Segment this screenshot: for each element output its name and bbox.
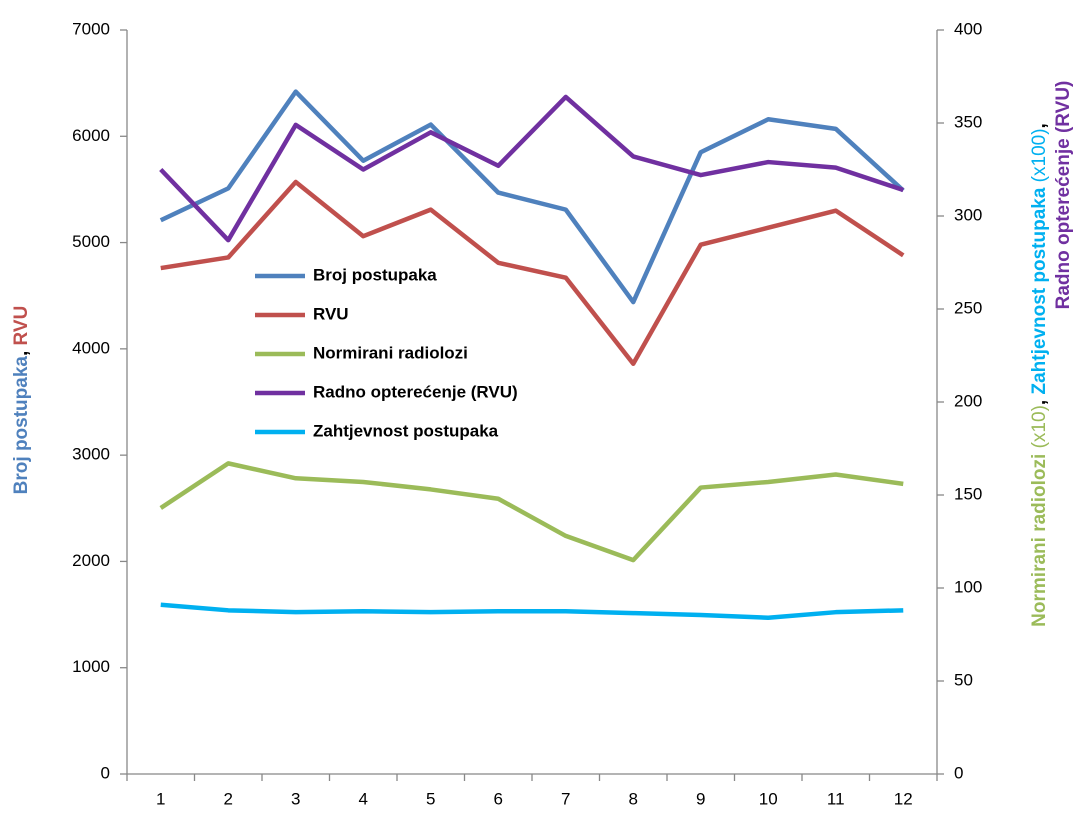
y2-axis-label-part: ,	[1029, 123, 1050, 128]
legend-label: RVU	[313, 304, 349, 323]
x-tick-label: 5	[426, 789, 435, 808]
y-tick-label: 0	[101, 763, 110, 782]
y2-axis-label: Normirani radiolozi (x10), Zahtjevnost p…	[1029, 123, 1050, 627]
y-axis-label: Broj postupaka, RVU	[11, 306, 32, 495]
y2-axis-label-part: Radno opterećenje (RVU)	[1053, 81, 1074, 310]
x-tick-label: 4	[359, 789, 368, 808]
y-tick-label: 4000	[72, 338, 110, 357]
legend-label: Broj postupaka	[313, 265, 437, 284]
y-axis-label-part: RVU	[11, 306, 32, 346]
x-tick-label: 10	[759, 789, 778, 808]
y-tick-label: 5000	[72, 232, 110, 251]
series-line	[160, 179, 905, 366]
y2-tick-label: 300	[954, 205, 982, 224]
legend-label: Zahtjevnost postupaka	[313, 421, 499, 440]
y-axis-label-part: Broj postupaka	[11, 356, 32, 495]
y-tick-label: 3000	[72, 445, 110, 464]
series-line	[160, 602, 904, 621]
y-tick-label: 6000	[72, 126, 110, 145]
y-tick-label: 2000	[72, 551, 110, 570]
y2-tick-label: 100	[954, 577, 982, 596]
y2-tick-label: 250	[954, 298, 982, 317]
x-tick-label: 1	[156, 789, 165, 808]
y2-tick-label: 400	[954, 19, 982, 38]
y2-tick-label: 350	[954, 112, 982, 131]
y2-tick-label: 200	[954, 391, 982, 410]
x-tick-label: 9	[696, 789, 705, 808]
y-axis-label-part: ,	[11, 345, 32, 356]
y2-axis-label: Radno opterećenje (RVU)	[1053, 81, 1074, 310]
x-tick-label: 3	[291, 789, 300, 808]
series-line	[159, 94, 904, 243]
y2-axis-label-part: ,	[1029, 395, 1050, 406]
x-tick-label: 11	[827, 789, 845, 808]
y2-axis-label-part: Normirani radiolozi	[1029, 454, 1050, 627]
x-tick-label: 6	[494, 789, 503, 808]
y2-tick-label: 50	[954, 670, 973, 689]
y2-axis-label-part: (x100)	[1029, 128, 1050, 187]
x-tick-label: 12	[894, 789, 913, 808]
x-tick-label: 7	[561, 789, 570, 808]
y-tick-label: 1000	[72, 657, 110, 676]
legend-label: Normirani radiolozi	[313, 343, 468, 362]
y-tick-label: 7000	[72, 19, 110, 38]
y2-tick-label: 0	[954, 763, 963, 782]
x-tick-label: 2	[224, 789, 233, 808]
legend-label: Radno opterećenje (RVU)	[313, 382, 518, 401]
series-line	[159, 461, 904, 563]
y2-axis-label-part: (x10)	[1029, 405, 1050, 454]
x-tick-label: 8	[629, 789, 638, 808]
series-line	[159, 89, 905, 305]
y2-tick-label: 150	[954, 484, 982, 503]
y2-axis-label-part: Zahtjevnost postupaka	[1029, 187, 1050, 394]
